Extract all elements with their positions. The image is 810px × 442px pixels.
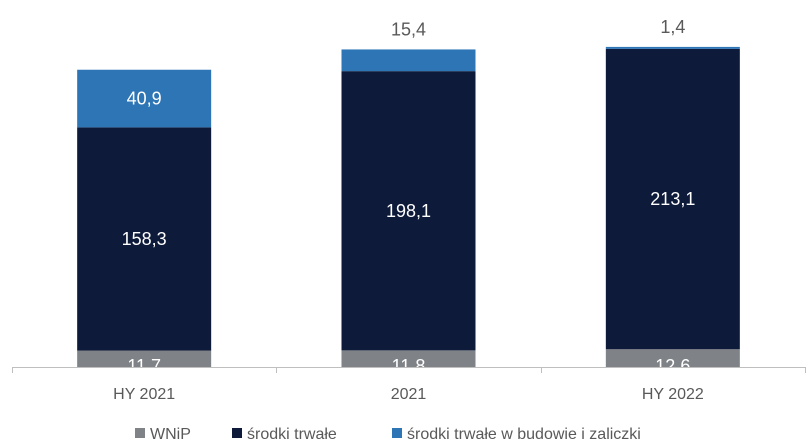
data-label: 11,7: [127, 356, 161, 376]
x-axis-ticks: [12, 367, 806, 373]
category-label: HY 2021: [113, 386, 175, 403]
data-label: 11,8: [392, 356, 426, 376]
legend: WNiP środki trwałe środki trwałe w budowie…: [135, 426, 641, 442]
bar-segment: [341, 71, 476, 351]
bar-segment: [77, 127, 212, 351]
bar-segment: [341, 49, 476, 72]
bars-layer: 11,7 158,3 40,9 11,8 198,1 15,4 12,6 213,1 1,4: [77, 17, 740, 376]
legend-label: WNiP: [150, 426, 191, 442]
legend-label: środki trwałe w budowie i zaliczki: [407, 426, 641, 442]
data-label: 12,6: [655, 356, 690, 376]
data-label: 1,4: [660, 17, 685, 37]
bar-segment: [77, 69, 212, 128]
legend-label: środki trwałe: [247, 426, 337, 442]
bar-segment: [605, 48, 740, 350]
category-label: 2021: [391, 386, 427, 403]
category-label: HY 2022: [642, 386, 704, 403]
data-label: 213,1: [650, 189, 695, 209]
legend-swatch: [232, 428, 242, 438]
data-label: 158,3: [122, 229, 167, 249]
data-label: 40,9: [127, 89, 162, 109]
legend-swatch: [135, 428, 145, 438]
data-label: 15,4: [391, 19, 426, 39]
bar-segment: [605, 46, 740, 49]
bar-segment: [605, 349, 740, 367]
category-labels: HY 2021 2021 HY 2022: [113, 386, 704, 403]
data-label: 198,1: [386, 201, 431, 221]
bar-segment: [341, 350, 476, 367]
bar-segment: [77, 350, 212, 367]
legend-swatch: [392, 428, 402, 438]
